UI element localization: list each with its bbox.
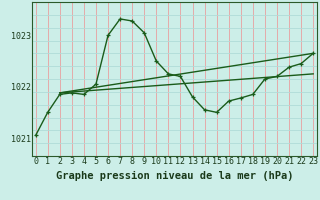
X-axis label: Graphe pression niveau de la mer (hPa): Graphe pression niveau de la mer (hPa) [56, 171, 293, 181]
